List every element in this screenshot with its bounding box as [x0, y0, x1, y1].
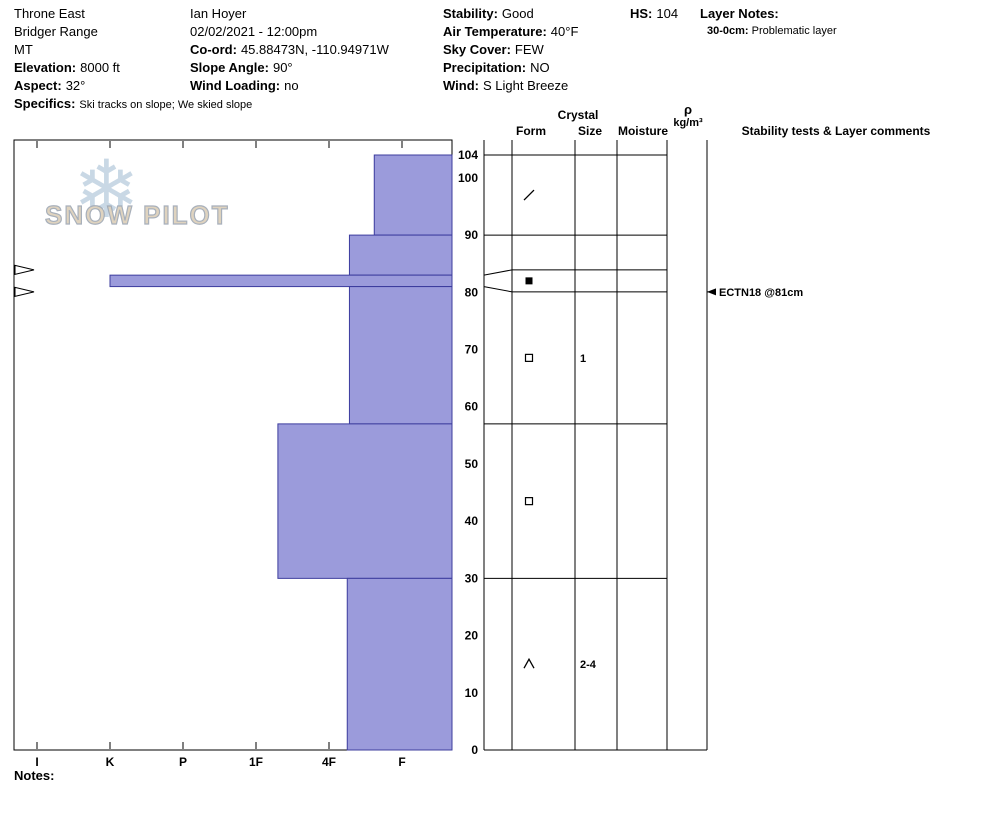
- wind-label: Wind:: [443, 78, 479, 93]
- hs-label: HS:: [630, 6, 653, 21]
- hardness-bar-90-83cm: [348, 234, 453, 276]
- depth-label-40: 40: [465, 514, 479, 528]
- hardness-label-I: I: [35, 755, 38, 769]
- site-name: Throne East: [14, 6, 85, 21]
- wind-row: Wind: S Light Breeze: [443, 77, 578, 95]
- elevation-row: Elevation: 8000 ft: [14, 59, 252, 77]
- site-range: Bridger Range: [14, 24, 98, 39]
- coordinates-label: Co-ord:: [190, 42, 237, 57]
- depth-label-104: 104: [458, 148, 478, 162]
- wind-loading-label: Wind Loading:: [190, 78, 281, 93]
- hardness-bar-81-57cm: [348, 286, 453, 425]
- hardness-label-K: K: [106, 755, 115, 769]
- sky-cover-label: Sky Cover:: [443, 42, 511, 57]
- precipitation-row: Precipitation: NO: [443, 59, 578, 77]
- stability-value: Good: [501, 6, 534, 21]
- depth-label-50: 50: [465, 457, 479, 471]
- layer-notes-block: Layer Notes:: [700, 5, 779, 23]
- snowpilot-logo: ❄ SNOW PILOT: [44, 150, 255, 263]
- density-units-header: kg/m³: [673, 117, 703, 129]
- elevation-label: Elevation:: [14, 60, 77, 75]
- form-symbol-open-square-57-30: [524, 497, 534, 506]
- density-rho-header: ρ: [683, 102, 693, 117]
- sky-cover-value: FEW: [514, 42, 544, 57]
- hardness-label-P: P: [179, 755, 187, 769]
- hardness-bar-83-81cm: [109, 274, 453, 288]
- wind-loading-row: Wind Loading: no: [190, 77, 389, 95]
- hardness-label-1F: 1F: [249, 755, 263, 769]
- wind-loading-value: no: [284, 78, 299, 93]
- sky-cover-row: Sky Cover: FEW: [443, 41, 578, 59]
- layer-flag-83cm: [14, 264, 35, 275]
- hardness-label-4F: 4F: [322, 755, 336, 769]
- panel-fan-line-83cm: [483, 269, 513, 276]
- stability-test-label-0: ECTN18 @81cm: [719, 287, 803, 299]
- depth-label-10: 10: [465, 686, 479, 700]
- aspect-value: 32°: [65, 78, 86, 93]
- form-symbol-filled-square-83-81: [525, 277, 533, 285]
- coordinates-value: 45.88473N, -110.94971W: [240, 42, 389, 57]
- depth-label-100: 100: [458, 171, 478, 185]
- depth-label-30: 30: [465, 571, 479, 585]
- form-symbol-slash-104-90: [523, 189, 535, 201]
- hs-block: HS: 104: [630, 5, 678, 23]
- slope-angle-value: 90°: [272, 60, 293, 75]
- site-state: MT: [14, 42, 33, 57]
- stability-label: Stability:: [443, 6, 498, 21]
- precipitation-value: NO: [530, 60, 550, 75]
- hardness-bar-104-90cm: [373, 154, 453, 236]
- hardness-bar-30-0cm: [346, 577, 453, 751]
- size-header: Size: [577, 124, 602, 138]
- specifics-label: Specifics:: [14, 96, 76, 111]
- hardness-label-F: F: [398, 755, 405, 769]
- depth-label-0: 0: [471, 743, 478, 757]
- conditions-block: Stability: Good Air Temperature: 40°F Sky …: [443, 5, 578, 95]
- observation-datetime: 02/02/2021 - 12:00pm: [190, 24, 318, 39]
- observation-block: Ian Hoyer 02/02/2021 - 12:00pm Co-ord: 45…: [190, 5, 389, 95]
- air-temperature-value: 40°F: [550, 24, 579, 39]
- slope-angle-row: Slope Angle: 90°: [190, 59, 389, 77]
- air-temperature-row: Air Temperature: 40°F: [443, 23, 578, 41]
- aspect-row: Aspect: 32°: [14, 77, 252, 95]
- depth-label-60: 60: [465, 400, 479, 414]
- depth-label-20: 20: [465, 629, 479, 643]
- notes-label: Notes:: [14, 768, 55, 783]
- form-symbol-open-square-81-57: [524, 353, 534, 362]
- elevation-value: 8000 ft: [80, 60, 120, 75]
- hardness-bar-57-30cm: [277, 423, 453, 579]
- hs-value: 104: [656, 6, 679, 21]
- snowflake-icon: ❄: [73, 143, 141, 236]
- coordinates-row: Co-ord: 45.88473N, -110.94971W: [190, 41, 389, 59]
- panel-fan-line-81cm: [483, 286, 513, 293]
- layer-note-range: 30-0cm:: [707, 25, 749, 37]
- location-block: Throne East Bridger Range MT Elevation: 8…: [14, 5, 252, 114]
- comments-header: Stability tests & Layer comments: [741, 124, 931, 138]
- crystal-size-30-0: 2-4: [580, 659, 597, 671]
- aspect-label: Aspect:: [14, 78, 62, 93]
- specifics-row: Specifics: Ski tracks on slope; We skied …: [14, 95, 252, 114]
- observer-name: Ian Hoyer: [190, 6, 247, 21]
- specifics-value: Ski tracks on slope; We skied slope: [79, 99, 253, 111]
- depth-label-70: 70: [465, 343, 479, 357]
- moisture-header: Moisture: [617, 124, 668, 138]
- snowpilot-logo-text: SNOW PILOT: [44, 199, 230, 230]
- crystal-size-81-57: 1: [580, 353, 586, 365]
- air-temperature-label: Air Temperature:: [443, 24, 547, 39]
- layer-note-entry: 30-0cm: Problematic layer: [707, 25, 837, 37]
- precipitation-label: Precipitation:: [443, 60, 527, 75]
- depth-label-80: 80: [465, 285, 479, 299]
- slope-angle-label: Slope Angle:: [190, 60, 269, 75]
- depth-label-90: 90: [465, 228, 479, 242]
- layer-flag-81cm: [14, 286, 35, 297]
- stability-row: Stability: Good: [443, 5, 578, 23]
- wind-value: S Light Breeze: [482, 78, 569, 93]
- crystal-header: Crystal: [557, 108, 599, 122]
- form-symbol-caret-30-0: [523, 657, 535, 669]
- form-header: Form: [516, 124, 546, 138]
- layer-note-text: Problematic layer: [751, 25, 837, 37]
- layer-notes-label: Layer Notes:: [700, 6, 779, 21]
